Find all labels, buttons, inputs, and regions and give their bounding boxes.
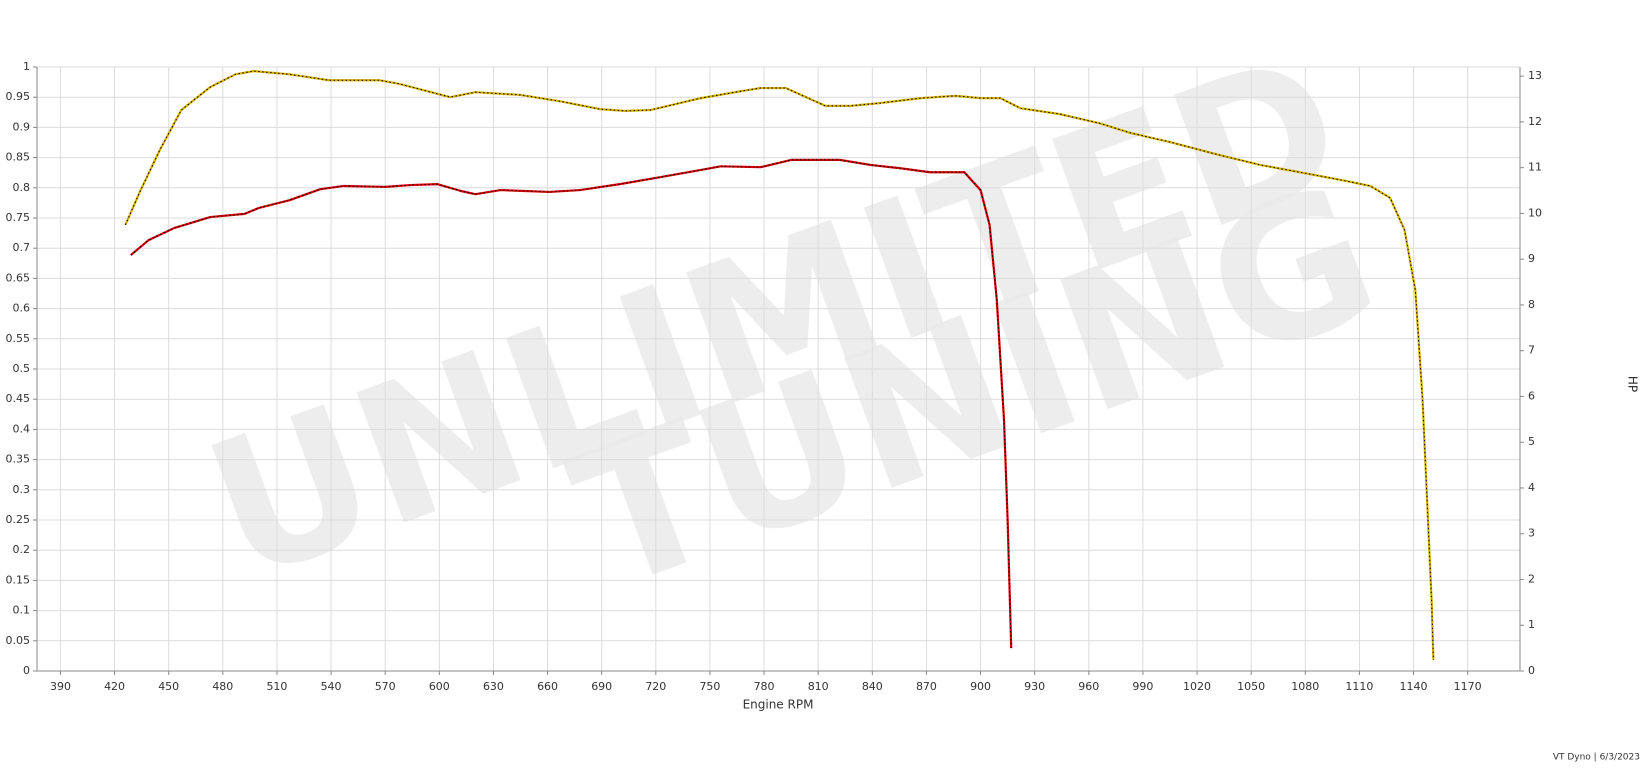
y2-tick-label: 9 <box>1528 252 1535 265</box>
series-line <box>124 70 1435 661</box>
x-tick-label: 1140 <box>1400 680 1428 693</box>
x-tick-label: 570 <box>375 680 396 693</box>
y-tick-label: 0.95 <box>6 90 31 103</box>
x-tick-label: 450 <box>158 680 179 693</box>
y2-tick-label: 4 <box>1528 481 1535 494</box>
y2-tick-label: 6 <box>1528 389 1535 402</box>
x-tick-label: 960 <box>1078 680 1099 693</box>
x-tick-label: 540 <box>321 680 342 693</box>
x-tick-label: 510 <box>266 680 287 693</box>
x-tick-label: 600 <box>429 680 450 693</box>
y-tick-label: 0.2 <box>13 543 31 556</box>
y2-tick-label: 10 <box>1528 206 1542 219</box>
y-tick-label: 0.15 <box>6 573 31 586</box>
y-tick-label: 0.8 <box>13 181 31 194</box>
y-tick-label: 0.3 <box>13 483 31 496</box>
y-tick-label: 0.75 <box>6 211 31 224</box>
y-tick-label: 0.45 <box>6 392 31 405</box>
x-tick-label: 1110 <box>1345 680 1373 693</box>
x-tick-label: 1050 <box>1237 680 1265 693</box>
x-tick-label: 1020 <box>1183 680 1211 693</box>
x-tick-label: 840 <box>862 680 883 693</box>
y-tick-label: 0.4 <box>13 422 31 435</box>
x-axis-label: Engine RPM <box>743 698 814 712</box>
y-tick-label: 0.35 <box>6 453 31 466</box>
y2-tick-label: 13 <box>1528 69 1542 82</box>
y2-tick-label: 8 <box>1528 298 1535 311</box>
x-tick-label: 750 <box>699 680 720 693</box>
x-tick-label: 720 <box>645 680 666 693</box>
y2-tick-label: 7 <box>1528 344 1535 357</box>
y-tick-label: 0.5 <box>13 362 31 375</box>
y2-tick-label: 0 <box>1528 664 1535 677</box>
x-tick-label: 660 <box>537 680 558 693</box>
x-tick-label: 930 <box>1024 680 1045 693</box>
y-tick-label: 0.6 <box>13 302 31 315</box>
y-tick-label: 0.55 <box>6 332 31 345</box>
x-tick-label: 900 <box>970 680 991 693</box>
x-tick-label: 420 <box>104 680 125 693</box>
x-tick-label: 390 <box>50 680 71 693</box>
x-tick-label: 690 <box>591 680 612 693</box>
y2-tick-label: 12 <box>1528 115 1542 128</box>
x-tick-label: 630 <box>483 680 504 693</box>
y-tick-label: 0.9 <box>13 120 31 133</box>
y-tick-label: 0.85 <box>6 151 31 164</box>
y2-tick-label: 5 <box>1528 435 1535 448</box>
x-tick-label: 870 <box>916 680 937 693</box>
y-tick-label: 0.65 <box>6 271 31 284</box>
y2-tick-label: 1 <box>1528 618 1535 631</box>
x-tick-label: 1170 <box>1454 680 1482 693</box>
x-tick-label: 810 <box>808 680 829 693</box>
y2-tick-label: 3 <box>1528 527 1535 540</box>
y-tick-label: 0.05 <box>6 634 31 647</box>
x-tick-label: 1080 <box>1291 680 1319 693</box>
y2-tick-label: 2 <box>1528 572 1535 585</box>
series-line-dash <box>130 159 1012 649</box>
y-tick-label: 0.25 <box>6 513 31 526</box>
x-tick-label: 990 <box>1132 680 1153 693</box>
y-tick-label: 0.1 <box>13 604 31 617</box>
y-tick-label: 0.7 <box>13 241 31 254</box>
x-tick-label: 780 <box>754 680 775 693</box>
y-tick-label: 1 <box>23 60 30 73</box>
y2-tick-label: 11 <box>1528 161 1542 174</box>
y-tick-label: 0 <box>23 664 30 677</box>
x-tick-label: 480 <box>212 680 233 693</box>
watermark: UNLIMITED TUNING <box>182 12 1402 634</box>
footer: VT Dyno | 6/3/2023 <box>1553 753 1640 763</box>
y2-axis-label: HP <box>1626 376 1640 392</box>
